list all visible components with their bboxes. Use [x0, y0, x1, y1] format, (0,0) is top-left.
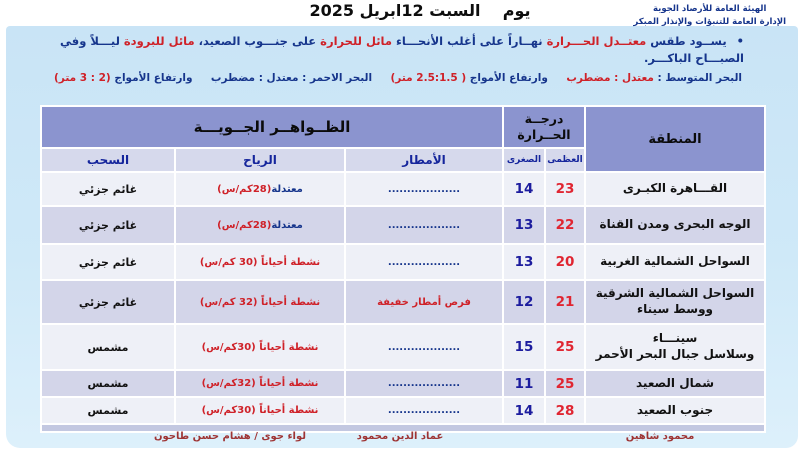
rain-cell: ................... — [346, 173, 502, 205]
max-temp-cell: 20 — [546, 245, 584, 279]
forecast-summary: •يســود طقس معتــدل الحـــرارة نهــاراً … — [38, 33, 744, 68]
wind-column-header: الرياح — [176, 149, 344, 171]
min-temp-cell: 13 — [504, 245, 544, 279]
organization-line1: الهيئة العامة للأرصاد الجوية — [653, 4, 767, 14]
min-temp-cell: 14 — [504, 173, 544, 205]
table-bottom-strip — [42, 425, 764, 431]
clouds-cell: غائم جزئي — [42, 281, 174, 323]
clouds-cell: غائم جزئي — [42, 207, 174, 243]
phenomena-group-header: الظــواهــر الجــويـــة — [42, 107, 502, 147]
clouds-column-header: السحب — [42, 149, 174, 171]
mediterranean-wave-height: وارتفاع الأمواج ( 2.5:1.5 متر) — [390, 72, 548, 84]
temperature-group-header: درجــة الحــرارة — [504, 107, 584, 147]
region-cell: شمال الصعيد — [586, 371, 764, 396]
min-temp-cell: 12 — [504, 281, 544, 323]
organization-name: الهيئة العامة للأرصاد الجوية الإدارة الع… — [633, 3, 786, 29]
signature-center: عماد الدين محمود — [356, 431, 444, 442]
wind-cell: نشطة أحياناً (32كم/س) — [176, 371, 344, 396]
forecast-summary-text: يســود طقس معتــدل الحـــرارة نهــاراً ع… — [60, 34, 744, 66]
min-temp-column-header: الصغرى — [504, 149, 544, 171]
wind-cell: معتدلة (28كم/س) — [176, 173, 344, 205]
bullet-icon: • — [736, 34, 744, 48]
red-sea-state: البحر الاحمر : معتدل : مضطرب — [210, 72, 373, 84]
max-temp-cell: 22 — [546, 207, 584, 243]
rain-cell: ................... — [346, 398, 502, 423]
mediterranean-sea-state: البحر المتوسط : معتدل : مضطرب — [566, 72, 742, 84]
rain-cell: فرص أمطار خفيفة — [346, 281, 502, 323]
wind-cell: نشطة أحياناً (30 كم/س) — [176, 245, 344, 279]
max-temp-cell: 28 — [546, 398, 584, 423]
min-temp-cell: 15 — [504, 325, 544, 369]
signature-right: محمود شاهين — [625, 431, 695, 442]
organization-line2: الإدارة العامة للتنبؤات والإنذار المبكر — [633, 17, 786, 28]
region-cell: جنوب الصعيد — [586, 398, 764, 423]
region-column-header: المنطقة — [586, 107, 764, 171]
max-temp-cell: 25 — [546, 371, 584, 396]
wind-cell: معتدلة (28كم/س) — [176, 207, 344, 243]
rain-cell: ................... — [346, 245, 502, 279]
bulletin-date-title: يوم السبت 12ابريل 2025 — [309, 1, 531, 20]
region-cell: سينـــاء وسلاسل جبال البحر الأحمر — [586, 325, 764, 369]
region-cell: الوجه البحرى ومدن القناة — [586, 207, 764, 243]
wind-cell: نشطة أحياناً (30كم/س) — [176, 398, 344, 423]
rain-column-header: الأمطار — [346, 149, 502, 171]
clouds-cell: مشمس — [42, 325, 174, 369]
max-temp-cell: 21 — [546, 281, 584, 323]
signature-left: لواء جوى / هشام حسن طاحون — [153, 431, 307, 442]
red-sea-wave-height: وارتفاع الأمواج (2 : 3 متر) — [54, 72, 193, 84]
rain-cell: ................... — [346, 207, 502, 243]
clouds-cell: غائم جزئي — [42, 245, 174, 279]
rain-cell: ................... — [346, 325, 502, 369]
clouds-cell: مشمس — [42, 398, 174, 423]
region-cell: السواحل الشمالية الغربية — [586, 245, 764, 279]
wind-cell: نشطة أحياناً (30كم/س) — [176, 325, 344, 369]
region-cell: القـــاهرة الكبـرى — [586, 173, 764, 205]
min-temp-cell: 11 — [504, 371, 544, 396]
sea-state-line: البحر المتوسط : معتدل : مضطرب وارتفاع ال… — [54, 72, 742, 84]
wind-cell: نشطة أحياناً (32 كم/س) — [176, 281, 344, 323]
clouds-cell: غائم جزئي — [42, 173, 174, 205]
region-cell: السواحل الشمالية الشرقية ووسط سيناء — [586, 281, 764, 323]
weather-table: المنطقة درجــة الحــرارة الظــواهــر الج… — [40, 105, 766, 433]
min-temp-cell: 13 — [504, 207, 544, 243]
min-temp-cell: 14 — [504, 398, 544, 423]
max-temp-cell: 23 — [546, 173, 584, 205]
max-temp-column-header: العظمى — [546, 149, 584, 171]
clouds-cell: مشمس — [42, 371, 174, 396]
max-temp-cell: 25 — [546, 325, 584, 369]
rain-cell: ................... — [346, 371, 502, 396]
